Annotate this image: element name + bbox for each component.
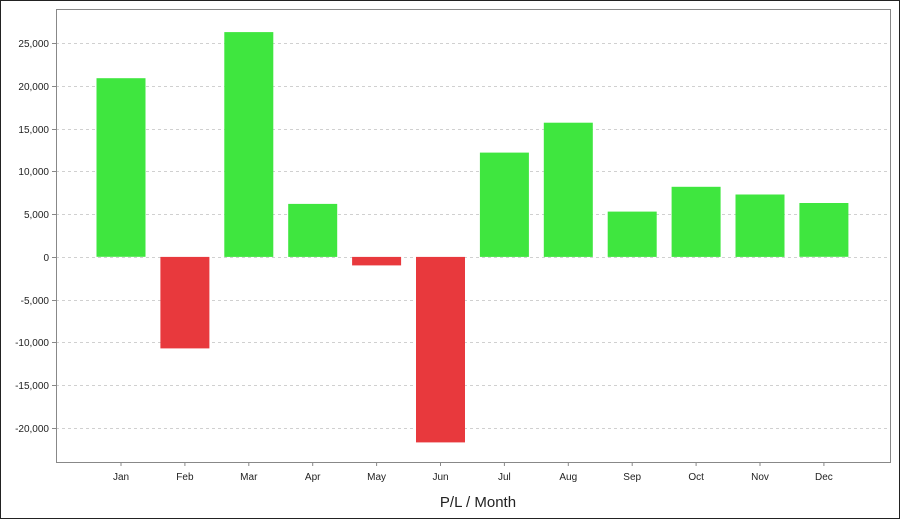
x-tick-label: May (367, 472, 386, 483)
x-tick-label: Oct (688, 472, 704, 483)
x-tick-label: Feb (176, 472, 194, 483)
bar-jun (416, 256, 465, 443)
y-tick-label: 15,000 (18, 125, 49, 136)
bar-sep (607, 211, 657, 257)
x-tick-label: Dec (815, 472, 833, 483)
bar-oct (671, 186, 721, 257)
y-tick-label: 10,000 (18, 167, 49, 178)
x-tick-label: Jul (498, 472, 511, 483)
x-tick-label: Aug (559, 472, 577, 483)
y-axis-ticks: -20,000 -15,000 -10,000 -5,000 0 5,000 10,000 1… (15, 39, 56, 435)
x-tick-label: Jun (432, 472, 448, 483)
y-tick-label: 5,000 (24, 210, 49, 221)
bar-feb (160, 256, 210, 349)
bars (96, 32, 849, 443)
bar-mar (224, 32, 274, 257)
y-tick-label: -5,000 (21, 296, 50, 307)
y-tick-label: 25,000 (18, 39, 49, 50)
x-tick-label: Jan (113, 472, 129, 483)
y-tick-label: -15,000 (15, 381, 49, 392)
x-tick-label: Sep (623, 472, 641, 483)
bar-aug (543, 122, 593, 257)
x-tick-label: Mar (240, 472, 258, 483)
x-tick-label: Apr (305, 472, 321, 483)
x-axis-ticks: Jan Feb Mar Apr May Jun Jul Aug Sep Oct Nov Dec (113, 462, 833, 483)
x-axis-label: P/L / Month (440, 494, 516, 511)
y-tick-label: 20,000 (18, 82, 49, 93)
bar-apr (288, 203, 338, 257)
x-tick-label: Nov (751, 472, 769, 483)
y-tick-label: 0 (43, 253, 49, 264)
bar-may (352, 256, 402, 266)
bar-nov (735, 194, 785, 257)
plot-area-border (56, 9, 891, 463)
bar-jul (479, 152, 529, 257)
bar-jan (96, 78, 146, 257)
y-tick-label: -20,000 (15, 424, 49, 435)
bar-dec (799, 203, 849, 257)
y-tick-label: -10,000 (15, 338, 49, 349)
